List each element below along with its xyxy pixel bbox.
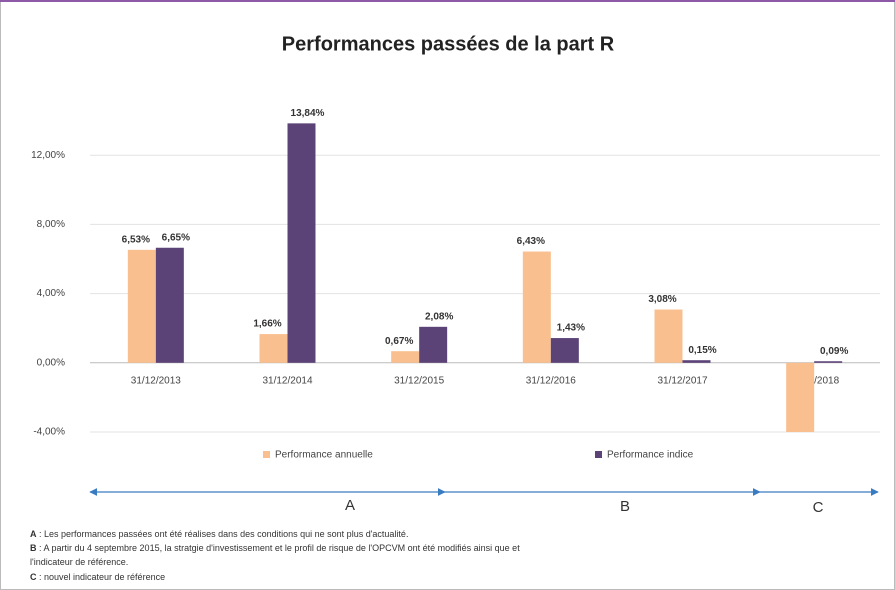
x-tick-label: 31/12/2016 (526, 375, 576, 386)
period-label: C (813, 499, 824, 516)
bar (155, 247, 184, 363)
y-tick-label: 4,00% (37, 288, 65, 299)
note-letter: B (30, 543, 37, 553)
bar (419, 326, 448, 363)
value-label: 13,84% (291, 108, 325, 119)
y-tick-label: -4,00% (33, 427, 65, 438)
legend-swatch (595, 451, 602, 458)
x-tick-label: 31/12/2014 (262, 375, 312, 386)
period-label: A (345, 497, 355, 514)
x-tick-label: 31/12/2013 (131, 375, 181, 386)
note-letter: C (30, 572, 37, 582)
bar (654, 309, 683, 363)
value-label: 1,43% (557, 323, 585, 334)
value-label: 6,53% (122, 234, 150, 245)
legend-label: Performance indice (607, 450, 694, 461)
bar (391, 351, 420, 363)
chart-title: Performances passées de la part R (282, 33, 615, 55)
note-text: l'indicateur de référence. (30, 557, 128, 567)
note: l'indicateur de référence. (30, 557, 128, 567)
bar (287, 123, 316, 363)
value-label: 1,66% (253, 319, 281, 330)
value-label: 6,43% (517, 236, 545, 247)
note: C : nouvel indicateur de référence (30, 572, 165, 582)
legend-label: Performance annuelle (275, 450, 373, 461)
value-label: 0,67% (385, 336, 413, 347)
note-text: : nouvel indicateur de référence (37, 572, 166, 582)
value-label: 0,15% (688, 345, 716, 356)
bar (682, 360, 711, 363)
legend-swatch (263, 451, 270, 458)
value-label: 3,08% (648, 294, 676, 305)
value-label: 0,09% (820, 346, 848, 357)
y-tick-label: 12,00% (31, 150, 65, 161)
note-text: : A partir du 4 septembre 2015, la strat… (37, 543, 521, 553)
bar (259, 334, 288, 363)
x-tick-label: 31/12/2017 (657, 375, 707, 386)
note: A : Les performances passées ont été réa… (30, 529, 408, 539)
y-tick-label: 8,00% (37, 219, 65, 230)
note-letter: A (30, 529, 37, 539)
x-tick-label: 31/12/2018 (789, 375, 839, 386)
bar (814, 361, 843, 363)
bar (786, 362, 815, 432)
y-tick-label: 0,00% (37, 357, 65, 368)
note-text: : Les performances passées ont été réali… (37, 529, 409, 539)
x-tick-label: 31/12/2015 (394, 375, 444, 386)
value-label: 6,65% (162, 232, 190, 243)
bar (550, 338, 579, 363)
period-label: B (620, 498, 630, 515)
bar (522, 251, 551, 363)
value-label: 2,08% (425, 311, 453, 322)
bar (127, 249, 156, 363)
note: B : A partir du 4 septembre 2015, la str… (30, 543, 520, 553)
